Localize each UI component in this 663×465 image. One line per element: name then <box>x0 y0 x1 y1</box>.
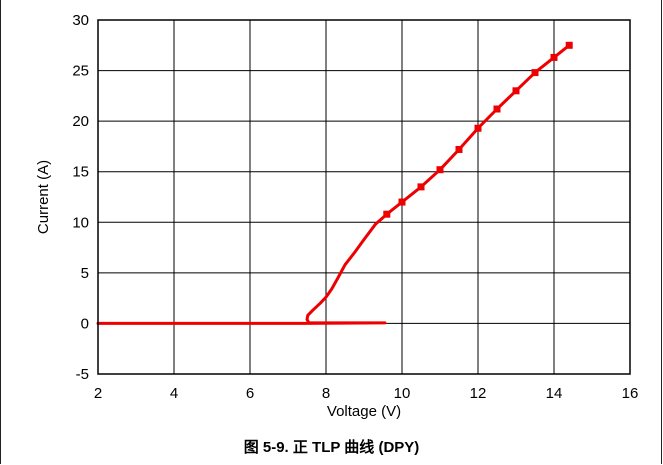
x-tick-label: 6 <box>246 385 254 402</box>
data-point <box>436 166 444 174</box>
figure-caption: 图 5-9. 正 TLP 曲线 (DPY) <box>243 439 420 456</box>
plot-area-border <box>97 19 631 375</box>
x-tick-label: 10 <box>394 385 411 402</box>
data-point <box>455 145 463 153</box>
data-point <box>565 41 573 49</box>
tick-labels: 2 4 6 8 10 12 14 16 -5 0 5 10 15 20 25 30 <box>72 12 638 402</box>
y-tick-label: 0 <box>81 315 89 332</box>
y-tick-label: -5 <box>76 366 89 383</box>
data-point <box>474 124 482 132</box>
data-point <box>531 69 539 77</box>
data-point <box>512 87 520 95</box>
data-point <box>417 183 425 191</box>
y-tick-label: 25 <box>72 63 89 80</box>
y-axis-label: Current (A) <box>35 160 52 234</box>
series-line <box>96 43 571 325</box>
y-tick-label: 5 <box>81 265 89 282</box>
x-tick-label: 4 <box>170 385 178 402</box>
y-tick-label: 20 <box>72 113 89 130</box>
data-series <box>96 41 573 325</box>
x-axis-label: Voltage (V) <box>327 403 401 420</box>
grid-lines <box>97 19 631 375</box>
data-point <box>383 210 391 218</box>
data-point <box>398 198 406 206</box>
x-tick-label: 2 <box>94 385 102 402</box>
x-tick-label: 14 <box>546 385 563 402</box>
x-tick-label: 16 <box>622 385 639 402</box>
data-point <box>493 105 501 113</box>
y-tick-label: 15 <box>72 164 89 181</box>
x-tick-label: 12 <box>470 385 487 402</box>
data-point <box>550 53 558 61</box>
y-tick-label: 30 <box>72 12 89 29</box>
y-tick-label: 10 <box>72 214 89 231</box>
tlp-chart: 2 4 6 8 10 12 14 16 -5 0 5 10 15 20 25 30 Voltage (V) C… <box>35 12 638 420</box>
x-tick-label: 8 <box>322 385 330 402</box>
